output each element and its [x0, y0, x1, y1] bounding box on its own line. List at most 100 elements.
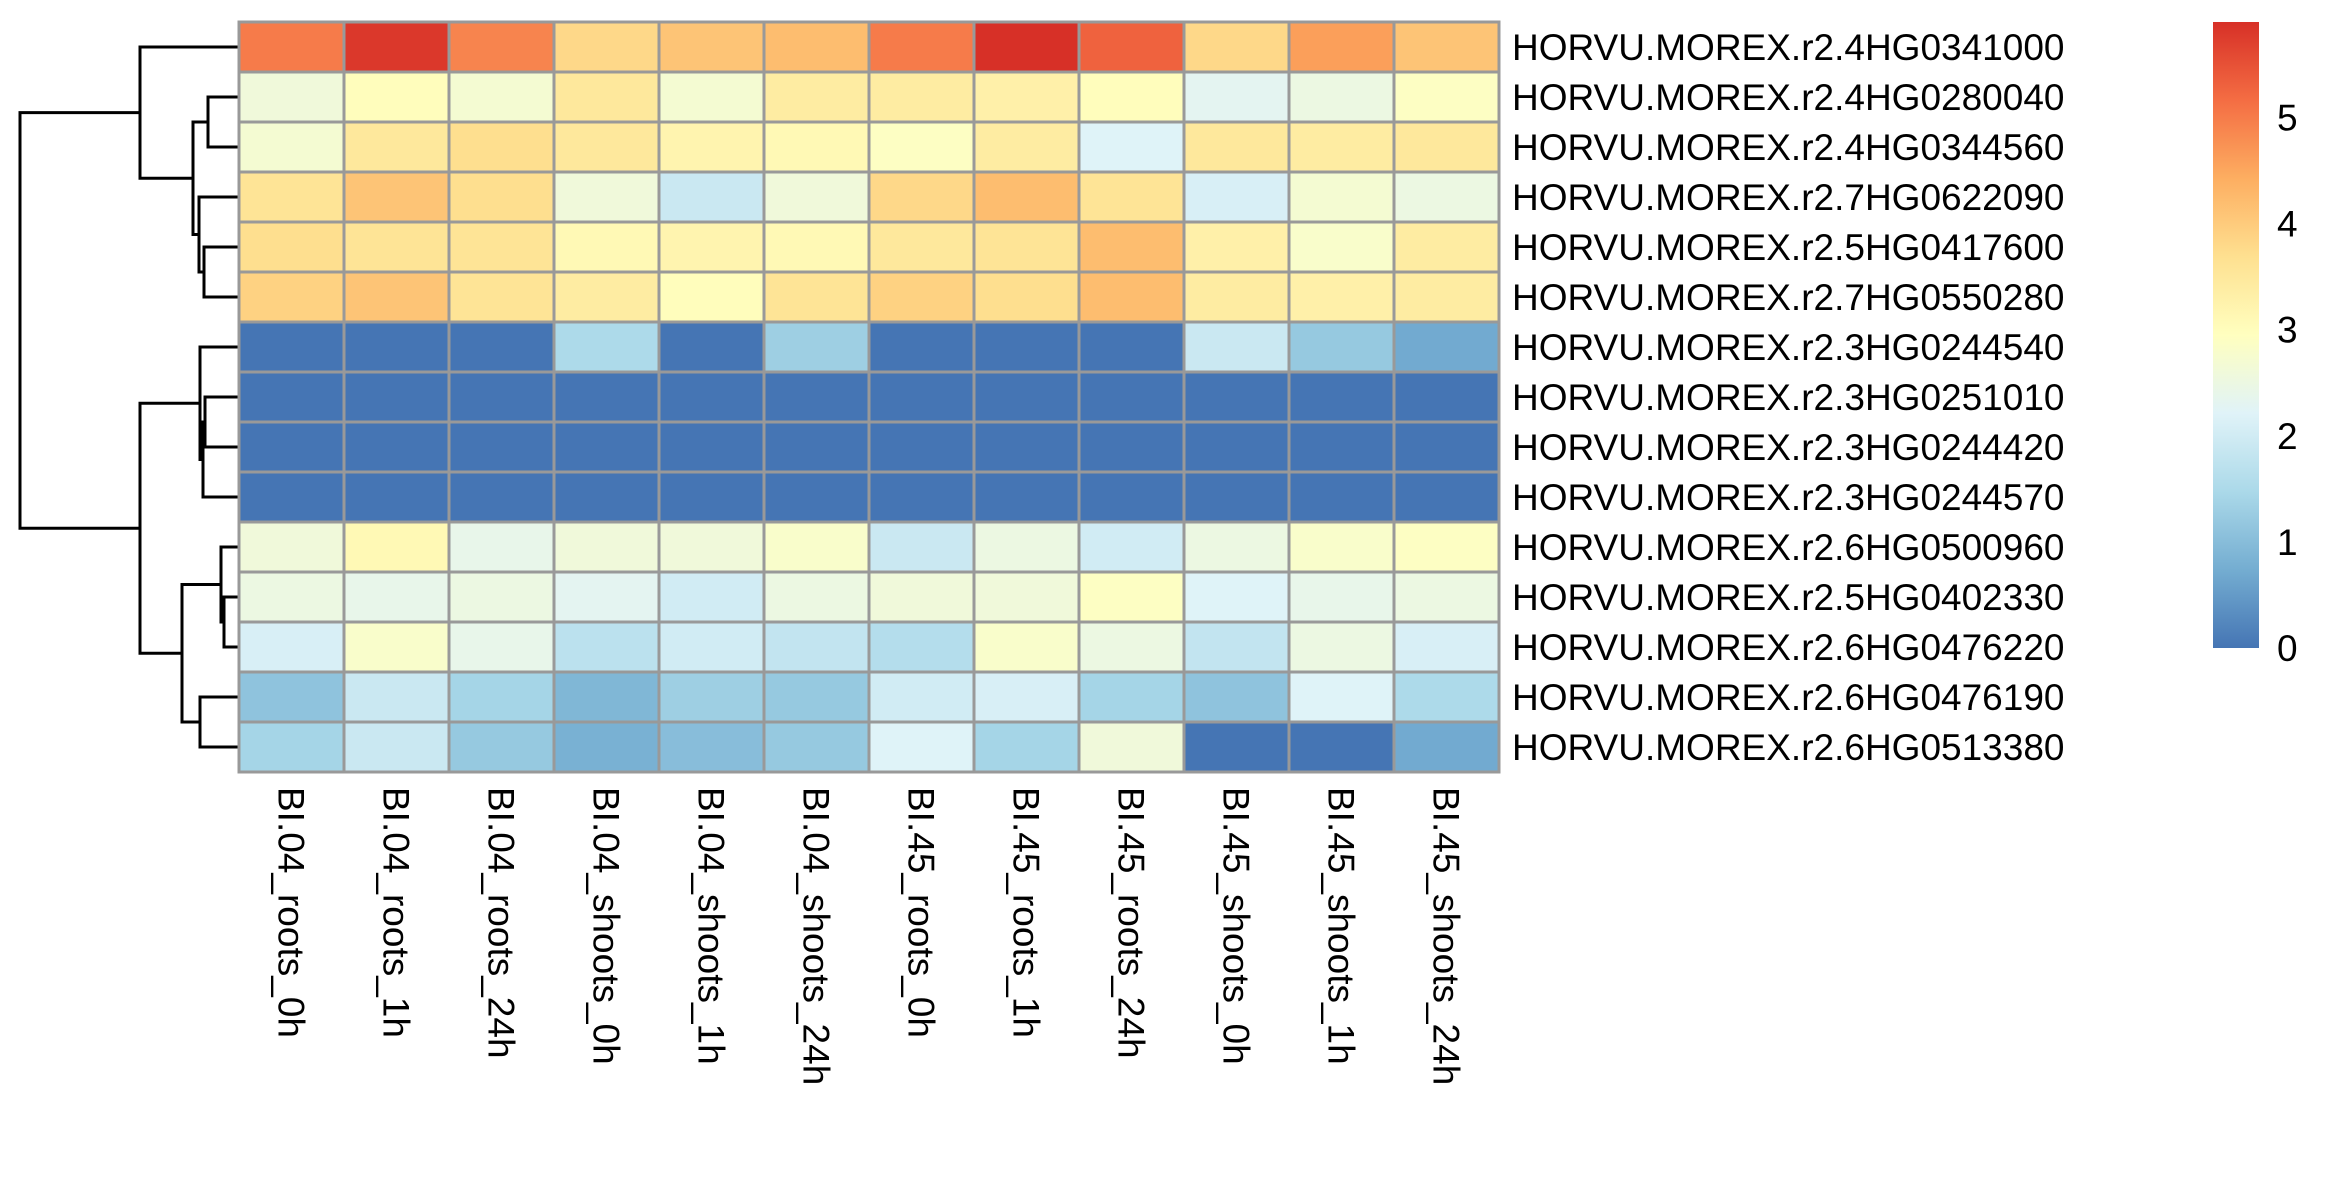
legend-tick-label: 2	[2277, 416, 2298, 457]
heatmap-cell	[1287, 20, 1396, 74]
dendrogram-branch	[198, 695, 239, 749]
heatmap-cell	[1077, 120, 1186, 174]
heatmap-cell	[1182, 570, 1291, 624]
heatmap-cell	[552, 720, 661, 774]
heatmap-cell	[867, 720, 976, 774]
heatmap-cell	[867, 270, 976, 324]
heatmap-cell	[762, 120, 871, 174]
heatmap-cell	[657, 70, 766, 124]
column-label: BI.45_roots_0h	[901, 787, 942, 1038]
heatmap-cell	[237, 620, 346, 674]
heatmap-cell	[342, 570, 451, 624]
heatmap-cell	[237, 320, 346, 374]
heatmap-cell	[237, 20, 346, 74]
heatmap-cell	[657, 370, 766, 424]
heatmap-cell	[447, 520, 556, 574]
heatmap-cell	[552, 270, 661, 324]
column-label: BI.04_roots_24h	[481, 787, 522, 1059]
heatmap-cell	[342, 670, 451, 724]
column-label: BI.45_shoots_24h	[1426, 787, 1467, 1085]
heatmap-cell	[972, 270, 1081, 324]
heatmap-cell	[1392, 570, 1501, 624]
heatmap-cell	[1182, 620, 1291, 674]
row-label: HORVU.MOREX.r2.3HG0244540	[1512, 327, 2065, 368]
heatmap-cell	[867, 120, 976, 174]
heatmap-cell	[1077, 270, 1186, 324]
heatmap-cell	[972, 520, 1081, 574]
heatmap-cell	[237, 270, 346, 324]
row-label: HORVU.MOREX.r2.4HG0341000	[1512, 27, 2065, 68]
heatmap-cell	[867, 470, 976, 524]
heatmap-cell	[762, 320, 871, 374]
heatmap-cell	[762, 70, 871, 124]
heatmap-cell	[447, 270, 556, 324]
heatmap-cell	[762, 720, 871, 774]
heatmap-cell	[867, 70, 976, 124]
heatmap-cell	[867, 620, 976, 674]
heatmap-cell	[657, 270, 766, 324]
heatmap-cell	[237, 220, 346, 274]
heatmap-cell	[552, 170, 661, 224]
heatmap-cell	[972, 420, 1081, 474]
heatmap-cell	[1077, 170, 1186, 224]
row-label: HORVU.MOREX.r2.6HG0476220	[1512, 627, 2065, 668]
heatmap-cell	[447, 20, 556, 74]
heatmap-cell	[237, 520, 346, 574]
heatmap-cell	[762, 570, 871, 624]
heatmap-cell	[237, 470, 346, 524]
heatmap-cell	[1287, 420, 1396, 474]
heatmap-cell	[237, 120, 346, 174]
heatmap-cell	[1077, 220, 1186, 274]
heatmap-cell	[972, 220, 1081, 274]
heatmap-cell	[1392, 470, 1501, 524]
row-label: HORVU.MOREX.r2.5HG0402330	[1512, 577, 2065, 618]
heatmap-cell	[342, 20, 451, 74]
heatmap-cell	[552, 470, 661, 524]
heatmap-cell	[657, 520, 766, 574]
heatmap-cell	[1182, 470, 1291, 524]
heatmap-cell	[1287, 120, 1396, 174]
heatmap-cell	[447, 720, 556, 774]
heatmap-cell	[447, 220, 556, 274]
heatmap-cell	[1182, 720, 1291, 774]
heatmap-cell	[552, 520, 661, 574]
heatmap-cell	[342, 70, 451, 124]
column-label: BI.45_roots_24h	[1111, 787, 1152, 1059]
heatmap-cell	[867, 570, 976, 624]
heatmap-cell	[1077, 70, 1186, 124]
heatmap-cell	[1392, 270, 1501, 324]
heatmap-cell	[657, 670, 766, 724]
heatmap-cell	[342, 370, 451, 424]
heatmap-cell	[1287, 570, 1396, 624]
heatmap-cell	[1182, 170, 1291, 224]
dendrogram-branch	[206, 95, 239, 149]
heatmap-cell	[237, 70, 346, 124]
legend-tick-label: 1	[2277, 522, 2298, 563]
heatmap-cell	[1077, 370, 1186, 424]
heatmap-cell	[1077, 470, 1186, 524]
row-label: HORVU.MOREX.r2.6HG0476190	[1512, 677, 2065, 718]
dendrogram-branch	[138, 45, 239, 180]
row-label: HORVU.MOREX.r2.6HG0500960	[1512, 527, 2065, 568]
heatmap-cell	[657, 320, 766, 374]
row-label: HORVU.MOREX.r2.4HG0280040	[1512, 77, 2065, 118]
heatmap-cell	[447, 570, 556, 624]
column-label: BI.45_shoots_0h	[1216, 787, 1257, 1065]
heatmap-cell	[762, 670, 871, 724]
heatmap-cell	[1182, 270, 1291, 324]
heatmap-cell	[1182, 120, 1291, 174]
heatmap-cell	[972, 120, 1081, 174]
heatmap-cell	[867, 520, 976, 574]
heatmap-cell	[552, 320, 661, 374]
heatmap-cell	[657, 470, 766, 524]
heatmap-cell	[552, 120, 661, 174]
column-label: BI.45_roots_1h	[1006, 787, 1047, 1038]
heatmap-cell	[1182, 670, 1291, 724]
heatmap-cell	[1392, 370, 1501, 424]
heatmap-cell	[1287, 320, 1396, 374]
heatmap-cell	[1287, 720, 1396, 774]
heatmap-cell	[342, 320, 451, 374]
legend-tick-label: 4	[2277, 204, 2298, 245]
heatmap-cell	[237, 420, 346, 474]
